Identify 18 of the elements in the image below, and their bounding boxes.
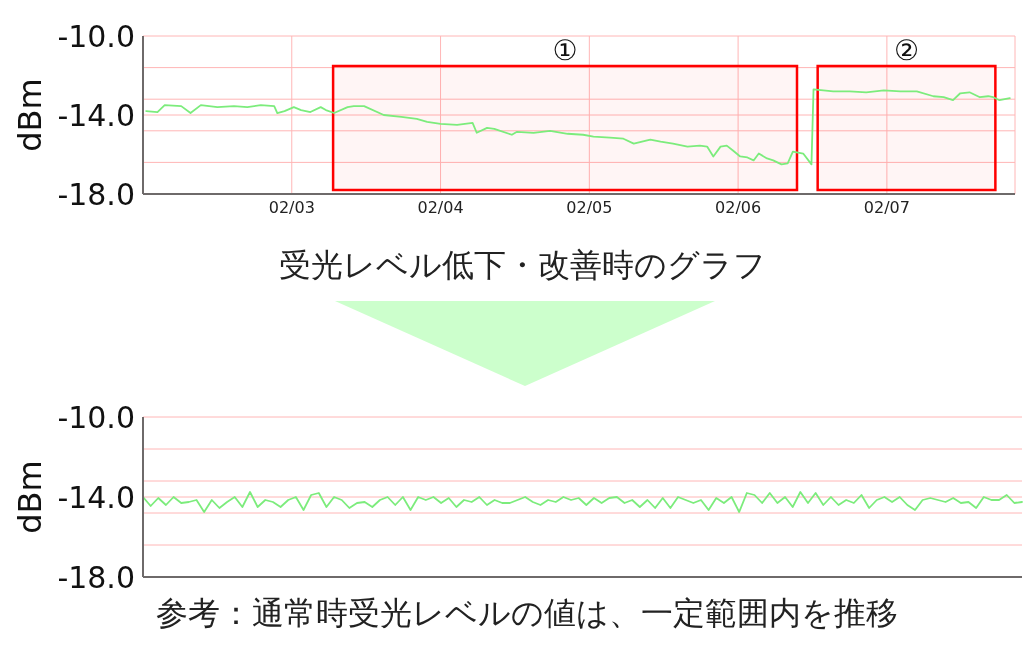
y-tick-label: -14.0 (57, 97, 135, 133)
y-tick-label: -10.0 (57, 399, 135, 435)
x-tick-label: 02/05 (566, 198, 613, 218)
x-tick-label: 02/07 (863, 198, 910, 218)
text: 参考：通常時受光レベルの値は、一定範囲内を推移 (156, 594, 898, 632)
y-tick-label: -18.0 (57, 176, 135, 212)
y-axis-title: dBm (11, 460, 50, 534)
y-axis-title: dBm (11, 78, 50, 152)
x-tick-label: 02/04 (417, 198, 464, 218)
y-tick-label: -14.0 (57, 479, 135, 515)
line-series (142, 491, 1023, 513)
band-label: ② (893, 33, 920, 67)
band-label: ① (552, 33, 578, 67)
x-tick-label: 02/03 (268, 198, 315, 218)
x-tick-label: 02/06 (715, 198, 762, 218)
y-tick-label: -18.0 (57, 559, 135, 595)
y-tick-label: -10.0 (57, 18, 135, 54)
text: 受光レベル低下・改善時のグラフ (277, 245, 767, 286)
